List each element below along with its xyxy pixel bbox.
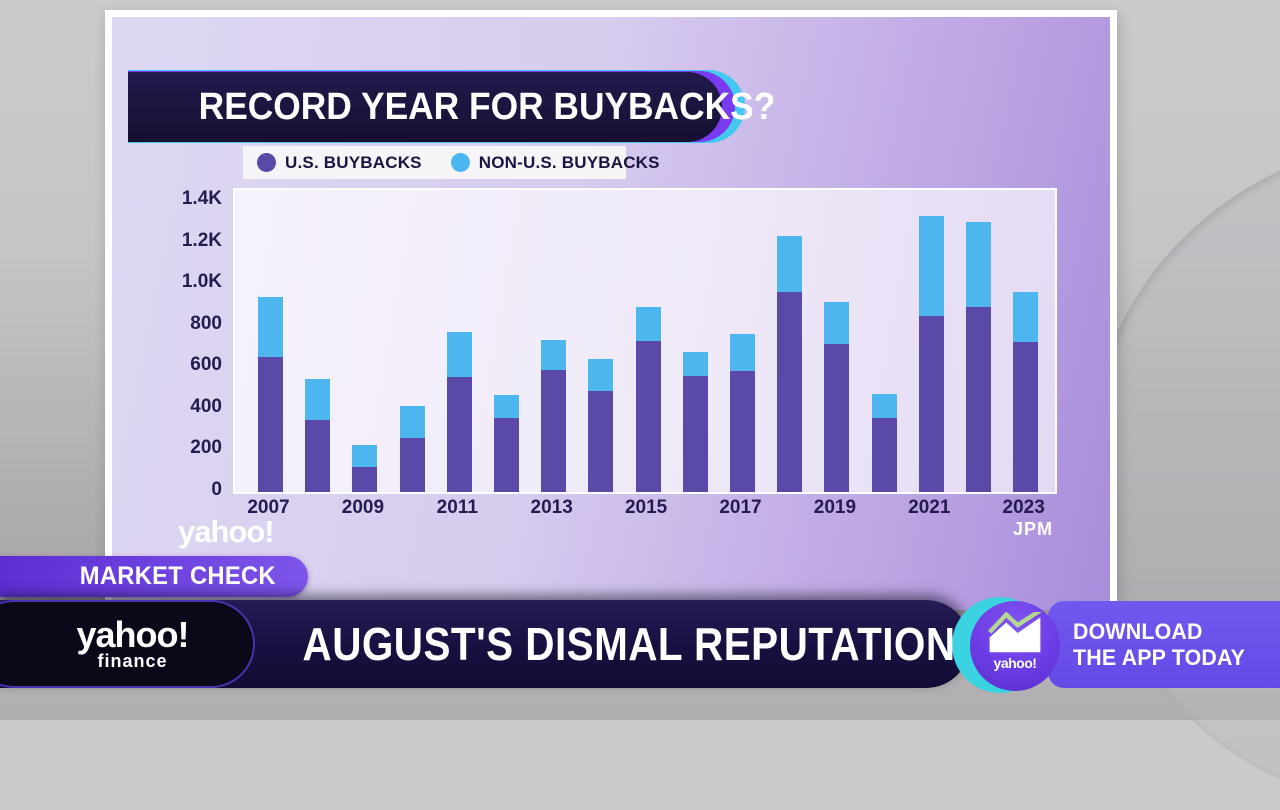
bar-segment-non-us [730, 334, 755, 372]
x-tick-2013: 2013 [530, 497, 573, 518]
bar-2009 [352, 445, 378, 492]
bar-segment-us [918, 316, 944, 492]
bar-segment-non-us [541, 340, 567, 371]
y-tick-1.4K: 1.4K [181, 188, 222, 209]
bar-segment-us [446, 376, 472, 492]
bar-2015 [635, 307, 661, 492]
bar-segment-non-us [494, 395, 519, 419]
bar-segment-non-us [635, 307, 661, 342]
bar-2022 [966, 221, 991, 492]
yahoo-app-badge: yahoo! [970, 601, 1060, 691]
bar-segment-non-us [588, 358, 614, 392]
x-tick-2007: 2007 [247, 497, 290, 518]
x-tick-2015: 2015 [624, 497, 668, 518]
yahoo-logo: yahoo! [76, 614, 189, 655]
bar-2011 [446, 331, 472, 492]
x-axis-labels: 2007 2009 2011 2013 2015 2017 2019 2021 2023 [233, 497, 1053, 525]
x-tick-2021: 2021 [908, 497, 951, 518]
bar-segment-us [730, 371, 755, 492]
market-check-badge: MARKET CHECK [0, 556, 308, 597]
bar-2016 [682, 351, 708, 492]
bar-segment-us [494, 418, 519, 492]
bar-2023 [1013, 292, 1039, 492]
chart-title-banner: RECORD YEAR FOR BUYBACKS? [128, 72, 775, 142]
finance-logo-label: finance [97, 651, 168, 671]
market-check-label: MARKET CHECK [79, 562, 276, 590]
bar-segment-us [682, 375, 708, 492]
y-tick-600: 600 [190, 354, 222, 376]
chart-card: RECORD YEAR FOR BUYBACKS? U.S. BUYBACKS … [105, 10, 1117, 610]
bar-segment-us [258, 356, 283, 492]
chart-title: RECORD YEAR FOR BUYBACKS? [198, 86, 776, 128]
non-us-buybacks-legend-dot [450, 153, 470, 172]
non-us-buybacks-legend-label: NON-U.S. BUYBACKS [478, 152, 660, 172]
chart-legend: U.S. BUYBACKS NON-U.S. BUYBACKS [243, 146, 660, 179]
x-tick-2009: 2009 [341, 497, 385, 518]
x-tick-2019: 2019 [813, 497, 857, 518]
bar-segment-us [305, 420, 331, 492]
x-tick-2023: 2023 [1002, 497, 1045, 518]
bar-segment-non-us [918, 215, 944, 317]
bar-segment-us [871, 418, 897, 492]
bar-2017 [730, 334, 755, 492]
bar-segment-non-us [352, 445, 378, 468]
bar-segment-non-us [258, 296, 283, 357]
lower-third: DOWNLOAD THE APP TODAY yahoo! yahoo! fin… [0, 597, 1280, 693]
bar-segment-us [352, 467, 378, 492]
promo-line-1: DOWNLOAD [1073, 618, 1203, 644]
bar-2019 [824, 301, 850, 492]
y-axis-labels: 0 200 400 600 800 1.0K 1.2K 1.4K [112, 17, 228, 610]
source-label: JPM [1012, 519, 1053, 539]
bar-segment-us [777, 292, 803, 492]
yahoo-app-brand-label: yahoo! [993, 655, 1037, 671]
app-promo-panel: DOWNLOAD THE APP TODAY [1048, 601, 1280, 688]
bar-segment-non-us [966, 221, 991, 308]
promo-line-2: THE APP TODAY [1073, 644, 1246, 670]
bar-2010 [399, 405, 425, 492]
bar-2018 [777, 236, 803, 492]
y-tick-1.2K: 1.2K [181, 229, 222, 251]
bar-2012 [494, 395, 519, 492]
bar-2013 [541, 340, 567, 492]
bar-2020 [871, 394, 897, 492]
bar-2014 [588, 358, 614, 492]
bar-segment-non-us [871, 394, 897, 419]
chart-line-icon [988, 612, 1042, 653]
chart-card-background: RECORD YEAR FOR BUYBACKS? U.S. BUYBACKS … [112, 17, 1110, 610]
x-tick-2011: 2011 [436, 497, 478, 518]
bar-segment-us [1013, 342, 1039, 492]
us-buybacks-legend-label: U.S. BUYBACKS [285, 152, 422, 172]
bar-segment-non-us [399, 405, 425, 438]
bar-segment-us [966, 307, 991, 492]
brand-logo-pill: yahoo! finance [0, 600, 255, 688]
y-tick-1.0K: 1.0K [181, 271, 222, 293]
chart-plot-area [233, 188, 1057, 494]
bar-segment-non-us [777, 236, 803, 293]
bar-2007 [258, 296, 283, 492]
y-tick-800: 800 [190, 312, 222, 334]
bar-segment-non-us [682, 351, 708, 376]
bar-2021 [918, 215, 944, 492]
bar-segment-non-us [446, 331, 472, 377]
bar-segment-us [635, 341, 661, 492]
y-tick-0: 0 [211, 479, 222, 500]
bar-segment-us [824, 344, 850, 492]
headline-container: AUGUST'S DISMAL REPUTATION [258, 600, 956, 688]
bar-segment-us [399, 437, 425, 492]
y-tick-200: 200 [190, 437, 222, 459]
bar-segment-non-us [305, 378, 331, 421]
bar-segment-non-us [824, 301, 850, 345]
us-buybacks-legend-dot [257, 153, 276, 172]
bar-2008 [305, 378, 331, 492]
bar-segment-us [541, 370, 567, 492]
bar-segment-us [588, 391, 614, 492]
y-tick-400: 400 [190, 395, 222, 417]
bar-segment-non-us [1013, 292, 1039, 343]
x-tick-2017: 2017 [719, 497, 762, 518]
yahoo-watermark: yahoo! [178, 514, 275, 549]
headline-text: AUGUST'S DISMAL REPUTATION [302, 618, 956, 670]
